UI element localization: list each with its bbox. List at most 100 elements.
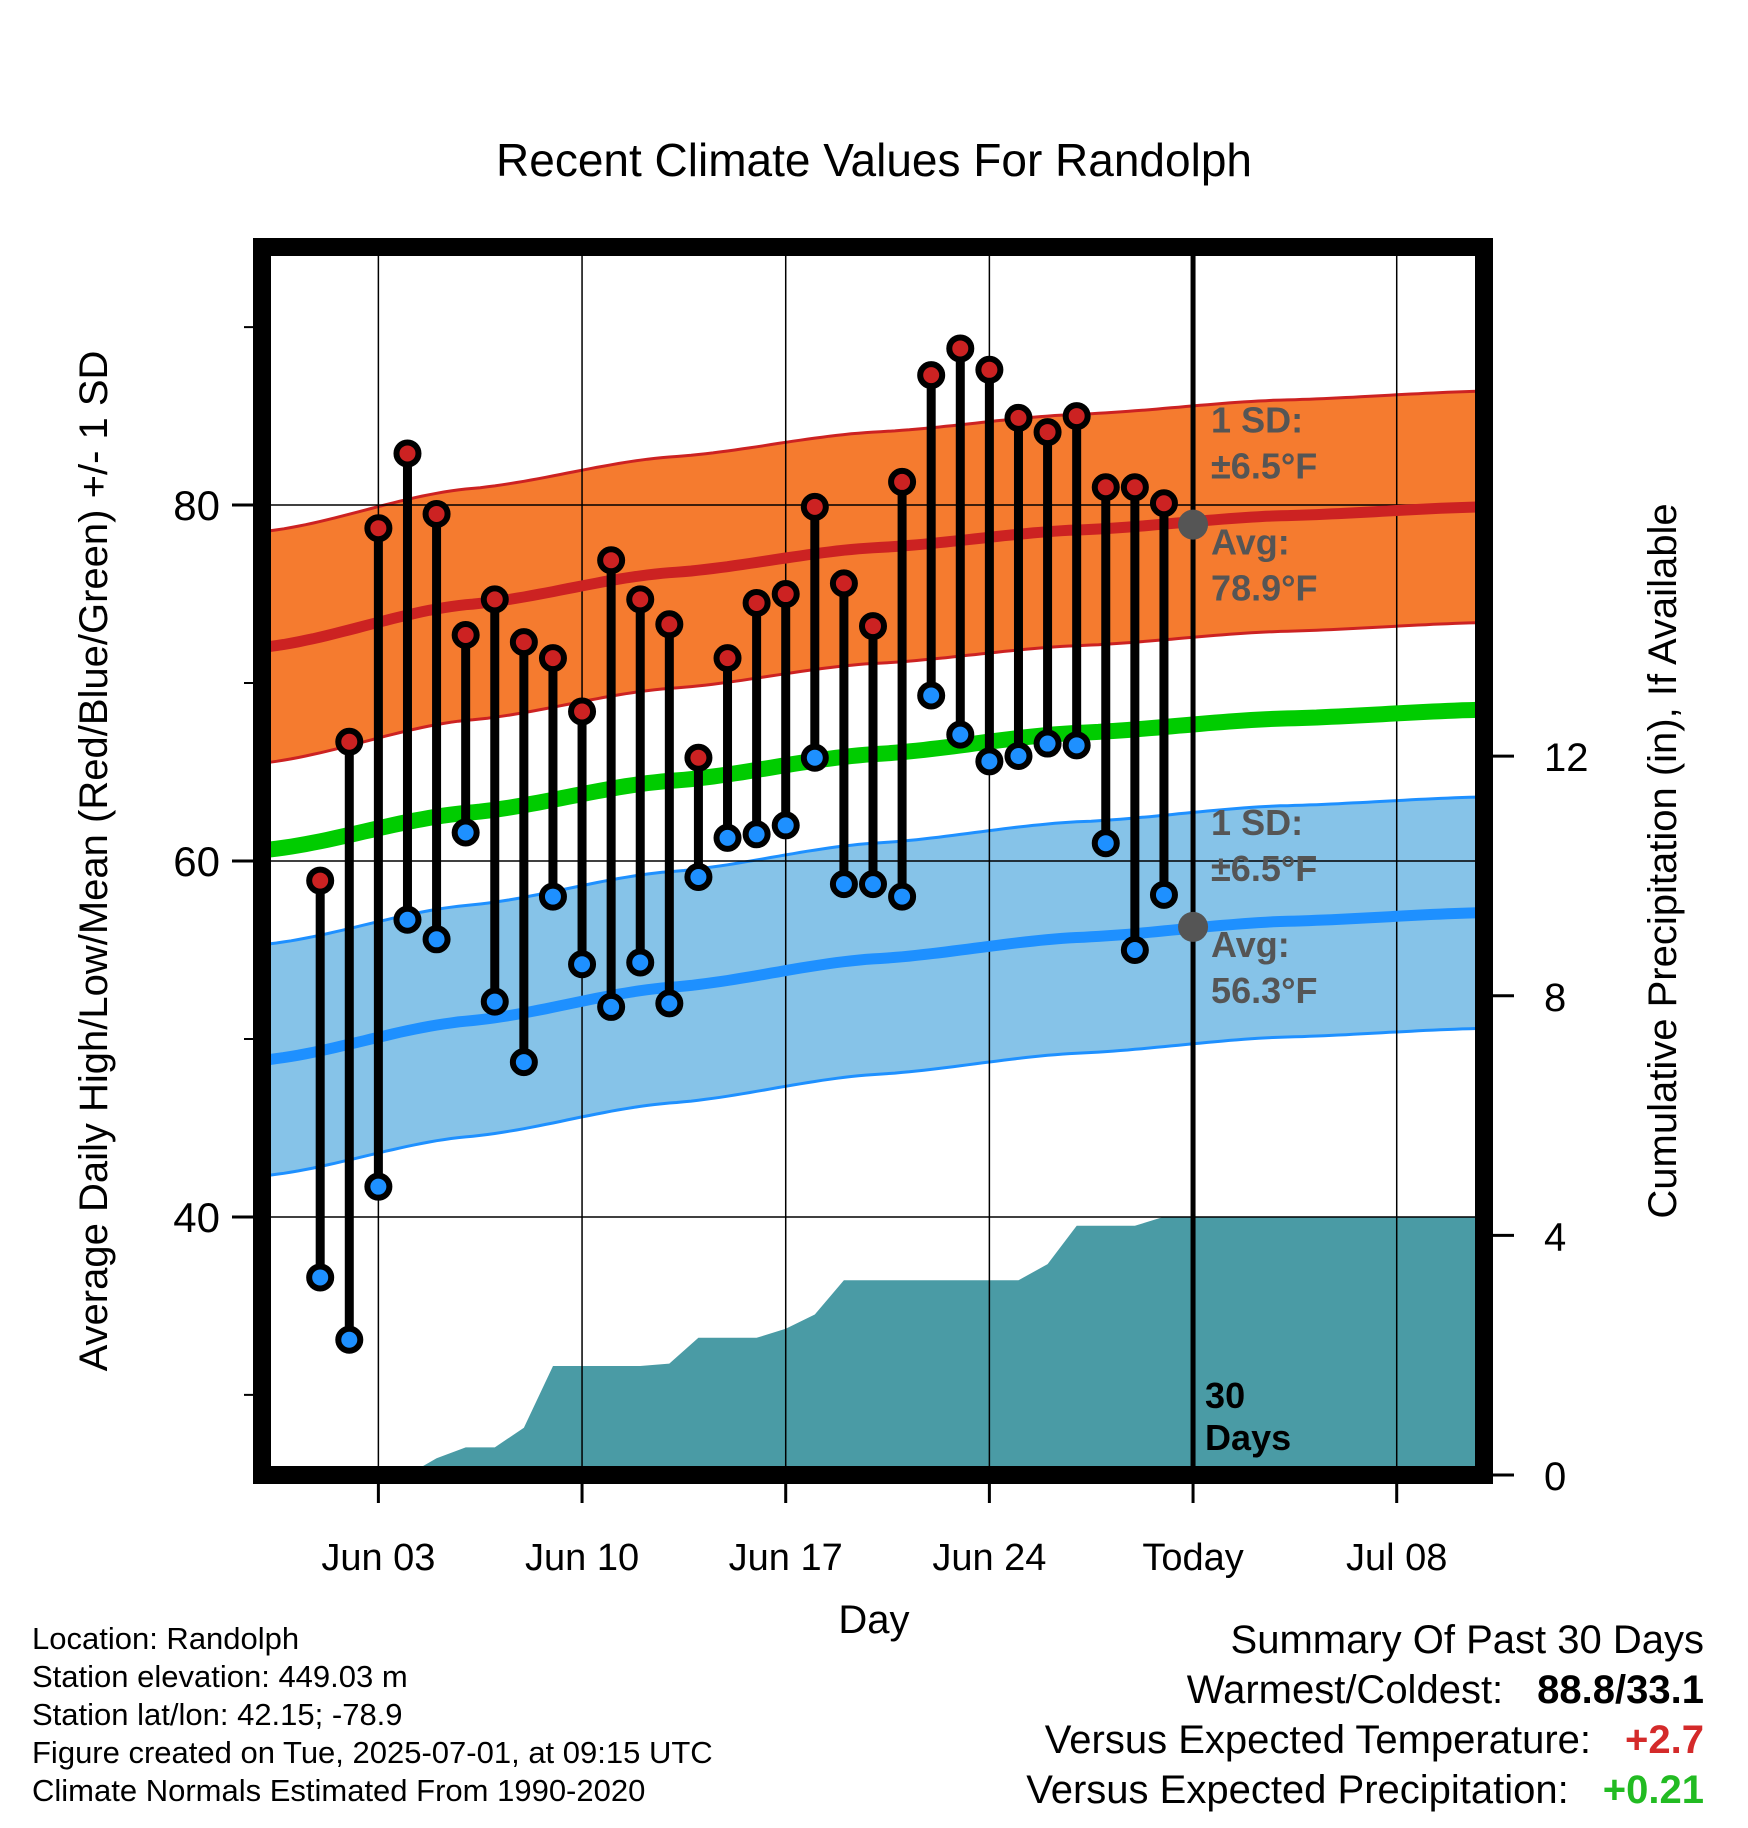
daily-high-point	[1120, 473, 1149, 502]
daily-high-point	[771, 580, 800, 609]
summary-temp-label: Versus Expected Temperature:	[1044, 1718, 1592, 1762]
y2-axis-label: Cumulative Precipitation (in), If Availa…	[1641, 503, 1685, 1218]
daily-low-point	[800, 743, 829, 772]
x-tick-label: Jun 10	[525, 1537, 639, 1579]
daily-high-point	[626, 585, 655, 614]
daily-low-point	[1120, 935, 1149, 964]
daily-low-point	[742, 820, 771, 849]
daily-high-point	[946, 334, 975, 363]
daily-low-point	[1004, 741, 1033, 770]
daily-low-point	[1149, 880, 1178, 909]
daily-low-point	[771, 811, 800, 840]
daily-high-point	[568, 697, 597, 726]
summary-precip: Versus Expected Precipitation: +0.21	[1026, 1768, 1704, 1813]
daily-low-point	[306, 1263, 335, 1292]
daily-low-point	[684, 863, 713, 892]
low-avg-annotation: Avg:	[1211, 924, 1290, 965]
daily-low-point	[1033, 729, 1062, 758]
info-elevation: Station elevation: 449.03 m	[32, 1659, 408, 1694]
daily-high-point	[538, 644, 567, 673]
daily-low-point	[422, 925, 451, 954]
daily-high-point	[509, 628, 538, 657]
daily-high-point	[742, 588, 771, 617]
annotations: 1 SD: ±6.5°F Avg: 78.9°F 1 SD: ±6.5°F Avg: 56.3…	[1178, 400, 1318, 1011]
daily-low-point	[1091, 829, 1120, 858]
x-tick-label: Jun 03	[321, 1537, 435, 1579]
daily-high-point	[713, 644, 742, 673]
daily-low-point	[364, 1172, 393, 1201]
daily-low-point	[888, 882, 917, 911]
today-days-label: Days	[1205, 1417, 1291, 1458]
x-tick-label: Jul 08	[1346, 1537, 1447, 1579]
today-days-number: 30	[1205, 1375, 1245, 1416]
daily-high-point	[655, 610, 684, 639]
daily-low-point	[568, 950, 597, 979]
y-tick-label: 40	[173, 1194, 220, 1241]
daily-high-point	[800, 492, 829, 521]
info-created: Figure created on Tue, 2025-07-01, at 09…	[32, 1735, 713, 1770]
daily-low-point	[480, 987, 509, 1016]
daily-low-point	[626, 948, 655, 977]
daily-low-point	[859, 870, 887, 899]
info-normals: Climate Normals Estimated From 1990-2020	[32, 1773, 646, 1808]
daily-low-point	[393, 905, 422, 934]
daily-low-point	[655, 989, 684, 1018]
daily-high-point	[364, 514, 393, 543]
high-sd-annotation: 1 SD:	[1211, 400, 1303, 441]
daily-high-point	[422, 499, 451, 528]
low-avg-annotation: 56.3°F	[1211, 970, 1317, 1011]
y-tick-label: 80	[173, 482, 220, 529]
summary-title: Summary Of Past 30 Days	[1230, 1618, 1704, 1662]
daily-low-point	[946, 720, 975, 749]
axes: 40 60 80 0 4 8 12 Jun 03 Jun 10 Jun 17 Jun 24 Today…	[173, 326, 1589, 1579]
low-sd-band	[262, 796, 1484, 1176]
daily-high-point	[306, 866, 335, 895]
y2-tick-label: 0	[1544, 1455, 1566, 1499]
today-high-avg-marker	[1178, 509, 1209, 540]
today-low-avg-marker	[1178, 911, 1209, 942]
x-tick-label: Jun 24	[932, 1537, 1046, 1579]
x-tick-label: Today	[1142, 1537, 1243, 1579]
high-sd-band	[262, 391, 1484, 764]
daily-high-point	[1091, 473, 1120, 502]
y2-tick-label: 8	[1544, 976, 1566, 1020]
daily-high-point	[451, 620, 480, 649]
daily-low-point	[829, 870, 858, 899]
high-avg-annotation: Avg:	[1211, 522, 1290, 563]
high-sd-band-upper-edge	[262, 389, 1484, 534]
y-axis-label: Average Daily High/Low/Mean (Red/Blue/Gr…	[72, 351, 116, 1372]
daily-high-point	[917, 361, 946, 390]
high-normal-line	[262, 501, 1484, 653]
daily-high-point	[829, 569, 858, 598]
chart-title: Recent Climate Values For Randolph	[496, 134, 1252, 186]
summary-precip-value: +0.21	[1602, 1768, 1704, 1812]
daily-low-point	[597, 992, 626, 1021]
x-axis-label: Day	[838, 1598, 909, 1642]
daily-high-point	[975, 355, 1004, 384]
daily-low-point	[538, 882, 567, 911]
daily-high-point	[1004, 403, 1033, 432]
daily-high-point	[684, 743, 713, 772]
daily-low-point	[509, 1048, 538, 1077]
summary-temp-value: +2.7	[1625, 1718, 1704, 1762]
daily-high-point	[335, 727, 364, 756]
precip-area	[262, 1216, 1484, 1475]
daily-low-point	[917, 681, 946, 710]
daily-high-point	[597, 546, 626, 575]
daily-low-point	[335, 1325, 364, 1354]
daily-low-point	[975, 747, 1004, 776]
y2-tick-label: 4	[1544, 1215, 1566, 1259]
low-sd-annotation: ±6.5°F	[1211, 848, 1317, 889]
daily-high-point	[480, 585, 509, 614]
daily-high-point	[1149, 489, 1178, 518]
high-sd-annotation: ±6.5°F	[1211, 446, 1317, 487]
daily-high-point	[1033, 418, 1062, 447]
daily-low-point	[451, 818, 480, 847]
precip-layer	[262, 1216, 1484, 1475]
low-sd-band-lower-edge	[262, 1026, 1484, 1178]
daily-high-point	[393, 439, 422, 468]
y2-tick-label: 12	[1544, 736, 1589, 780]
info-location: Location: Randolph	[32, 1621, 300, 1656]
